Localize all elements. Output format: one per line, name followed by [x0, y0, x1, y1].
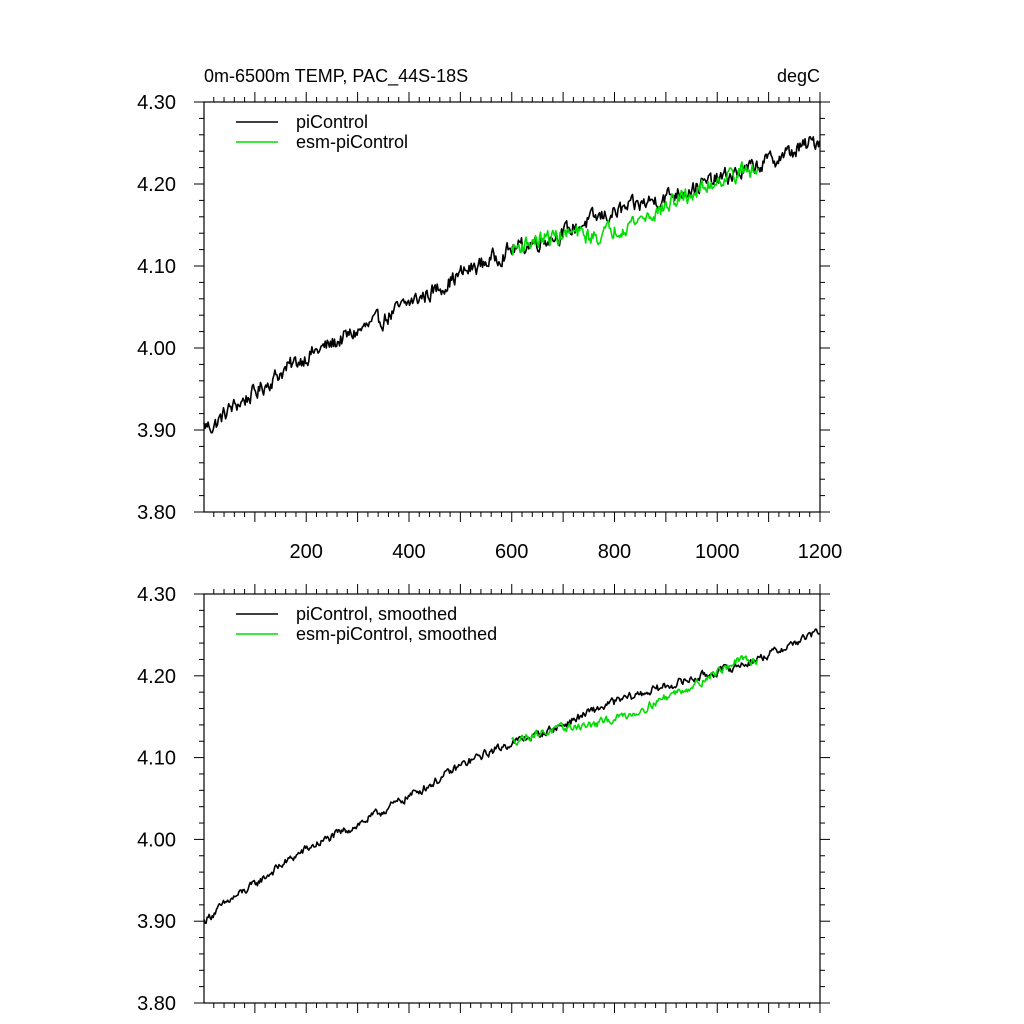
x-tick-label: 1000	[695, 541, 740, 563]
legend-label: esm-piControl, smoothed	[296, 624, 497, 644]
x-tick-label: 1200	[798, 541, 843, 563]
y-tick-label: 4.10	[137, 748, 176, 770]
plot-frame	[203, 593, 821, 1004]
chart-title: 0m-6500m TEMP, PAC_44S-18S	[204, 66, 468, 87]
x-tick-label: 600	[495, 541, 528, 563]
series-line-esm-picontrol-smoothed	[511, 654, 759, 747]
y-tick-label: 4.00	[137, 338, 176, 360]
x-tick-label: 200	[290, 541, 323, 563]
top-panel: 3.80 3.90 4.00 4.10 4.20 4.30 200 400 600 800 1000…	[137, 92, 842, 563]
series-line-esm-picontrol	[510, 161, 760, 256]
legend-label: piControl, smoothed	[296, 604, 457, 624]
y-tick-label: 3.90	[137, 911, 176, 933]
x-tick-label: 800	[598, 541, 631, 563]
y-tick-label: 3.80	[137, 993, 176, 1015]
series-line-picontrol-smoothed	[203, 628, 820, 925]
y-tick-label: 4.00	[137, 829, 176, 851]
y-tick-label: 4.30	[137, 92, 176, 114]
y-tick-label: 3.80	[137, 502, 176, 524]
series-line-picontrol	[203, 135, 821, 434]
bottom-panel: 3.80 3.90 4.00 4.10 4.20 4.30 piControl, smoot…	[137, 584, 830, 1015]
units-label: degC	[777, 66, 820, 86]
y-tick-label: 4.10	[137, 256, 176, 278]
y-tick-label: 4.20	[137, 174, 176, 196]
legend-label: piControl	[296, 112, 368, 132]
x-tick-label: 400	[392, 541, 425, 563]
y-tick-label: 3.90	[137, 420, 176, 442]
legend-label: esm-piControl	[296, 132, 408, 152]
plot-frame	[203, 101, 821, 513]
y-tick-label: 4.20	[137, 666, 176, 688]
y-tick-label: 4.30	[137, 584, 176, 606]
